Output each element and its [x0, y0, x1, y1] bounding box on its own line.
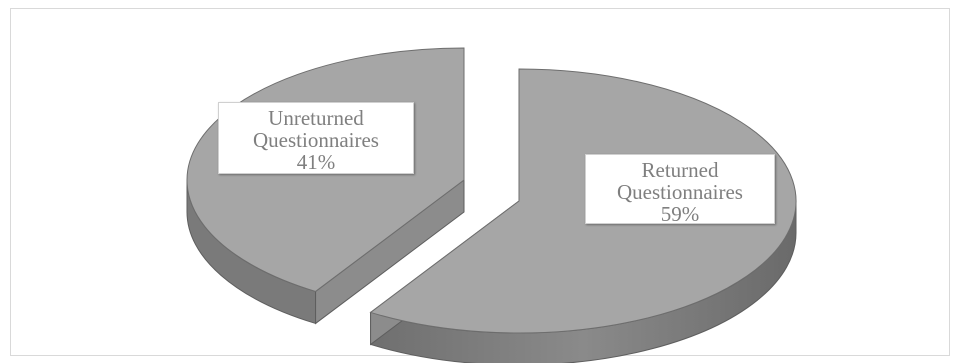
- data-label-unreturned: Unreturned Questionnaires 41%: [218, 102, 414, 174]
- data-label-unreturned-line2: Questionnaires: [253, 128, 379, 152]
- data-label-returned: Returned Questionnaires 59%: [585, 154, 775, 226]
- data-label-returned-line2: Questionnaires: [617, 180, 743, 204]
- data-label-returned-line1: Returned: [641, 158, 719, 182]
- data-label-unreturned-line1: Unreturned: [268, 106, 364, 130]
- pie-slice-returned: [369, 68, 797, 363]
- data-label-unreturned-percent: 41%: [296, 150, 336, 174]
- data-label-returned-percent: 59%: [660, 202, 700, 226]
- pie-slice-returned-top: [369, 68, 797, 334]
